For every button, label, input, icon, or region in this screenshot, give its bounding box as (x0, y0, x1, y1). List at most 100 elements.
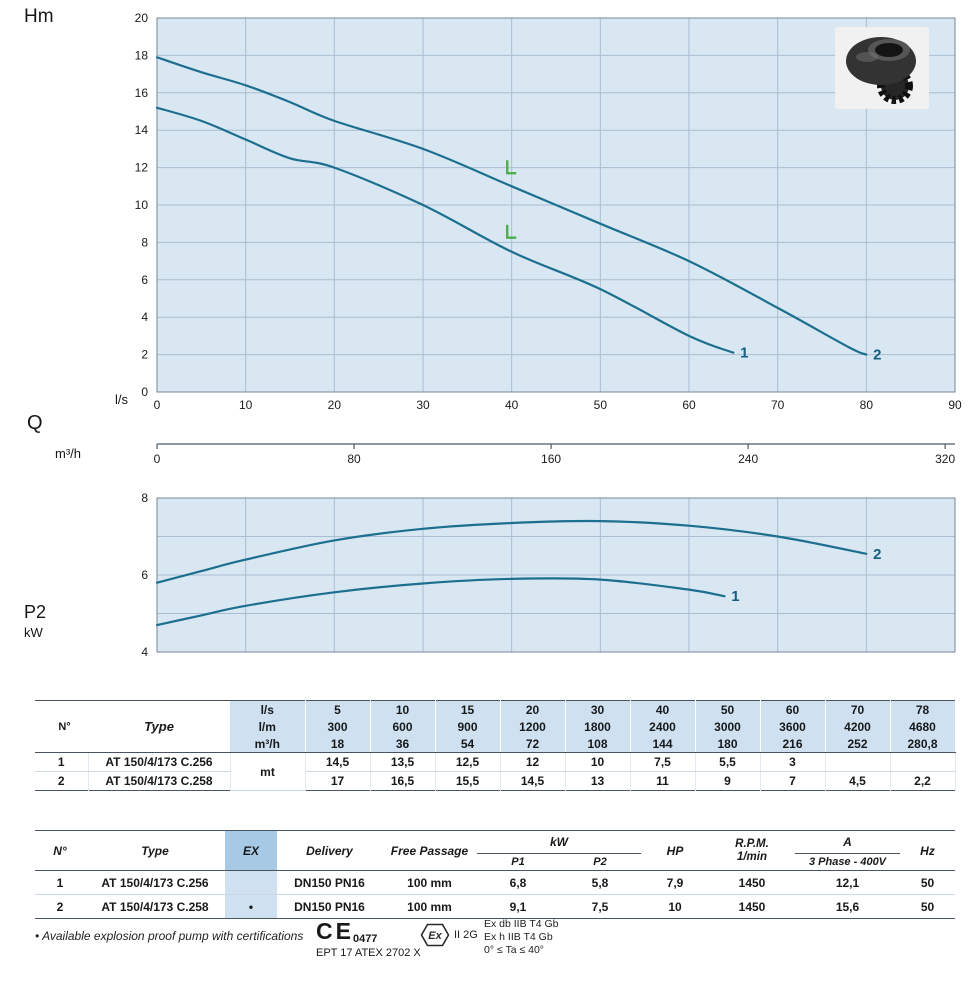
pump-inlet-opening (875, 43, 903, 57)
protection-class-lines: Ex db IIB T4 Gb Ex h IIB T4 Gb 0° ≤ Ta ≤… (484, 918, 559, 957)
ex-symbol-text: Ex (428, 930, 442, 942)
power-unit-label: kW (24, 625, 43, 640)
t2-p1-value: 9,1 (477, 894, 559, 919)
pump-curve-1 (155, 577, 726, 627)
duty-point-marker (506, 160, 517, 175)
t1-flow-value: 3600 (760, 718, 826, 735)
y-tick-label: 16 (135, 86, 149, 100)
t1-head-value: 7,5 (630, 752, 696, 772)
t1-pump-type: AT 150/4/173 C.256 (88, 752, 231, 772)
x-tick-label: 30 (416, 398, 430, 412)
t1-flow-value: 1800 (565, 718, 631, 735)
technical-table: N° Type EX Delivery Free Passage kW HP R.P.M. 1/… (35, 830, 955, 919)
t1-header-row: m³/h 18 36 54 72 108 144 180 216 252 280,8 (35, 735, 956, 753)
atex-certificate-code: EPT 17 ATEX 2702 X (316, 947, 421, 959)
cert-line: Ex h IIB T4 Gb (484, 931, 553, 943)
pump-curve-2 (155, 56, 868, 356)
t1-header-row: l/m 300 600 900 1200 1800 2400 3000 3600 4200 4680 (35, 718, 956, 735)
t2-header-row: N° Type EX Delivery Free Passage kW HP R.P.M. 1/… (35, 830, 955, 871)
pump-photo (835, 27, 929, 109)
y-tick-label: 6 (141, 568, 148, 582)
pump-highlight (856, 52, 878, 62)
y-tick-label: 2 (141, 348, 148, 362)
t1-flow-value: 15 (435, 700, 501, 718)
t1-head-value: 17 (305, 771, 371, 791)
t1-head-value: 14,5 (500, 771, 566, 791)
x-tick-label: 50 (594, 398, 608, 412)
atex-marking-block: Ex II 2G (420, 923, 478, 947)
t2-hp-header: HP (641, 830, 709, 871)
t1-head-value: 2,2 (890, 771, 956, 791)
duty-point-marker (506, 224, 517, 239)
y-tick-label: 20 (135, 11, 149, 25)
t1-flow-value: 900 (435, 718, 501, 735)
t2-delivery-header: Delivery (277, 830, 382, 871)
power-axis-label: P2 (24, 602, 47, 622)
y-tick-label: 14 (135, 123, 149, 137)
t2-data-row: 1 AT 150/4/173 C.256 DN150 PN16 100 mm 6,8 5,… (35, 870, 955, 895)
t1-type-header: Type (144, 719, 174, 734)
t1-head-value: 7 (760, 771, 826, 791)
y-tick-label: 4 (141, 645, 148, 659)
t2-p2-value: 5,8 (559, 870, 641, 895)
t2-kw-header: kW (477, 830, 641, 854)
t2-subheader-row: P1 P2 3 Phase - 400V (35, 853, 955, 871)
flow-axis-label: Q (27, 412, 43, 434)
t1-flow-value: 3000 (695, 718, 761, 735)
t1-flow-value: 5 (305, 700, 371, 718)
x-tick-label: 10 (239, 398, 253, 412)
t1-head-unit: mt (229, 752, 306, 791)
t1-flow-value: 4680 (890, 718, 956, 735)
x-tick-label: 20 (328, 398, 342, 412)
ce-notified-body-number: 0477 (352, 933, 378, 945)
x-tick-label: 40 (505, 398, 519, 412)
t1-unit-label: l/s (230, 700, 306, 718)
x2-tick-label: 80 (347, 452, 361, 466)
y-tick-label: 8 (141, 235, 148, 249)
plot-border (156, 17, 956, 393)
y-tick-label: 18 (135, 48, 149, 62)
t2-ex-header: EX (225, 830, 277, 871)
t1-head-value (890, 752, 956, 772)
t1-flow-value: 180 (695, 735, 761, 753)
performance-table: N° Type l/s 5 10 15 20 30 40 50 60 70 78 l/m 300 600 900… (35, 700, 956, 791)
y-tick-label: 8 (141, 491, 148, 505)
t1-head-value: 13,5 (370, 752, 436, 772)
t1-flow-value: 4200 (825, 718, 891, 735)
t1-head-value: 4,5 (825, 771, 891, 791)
flow-unit-m3h-label: m³/h (55, 446, 81, 461)
y-tick-label: 0 (141, 385, 148, 399)
t2-pump-type: AT 150/4/173 C.256 (85, 870, 225, 895)
t1-flow-value: 300 (305, 718, 371, 735)
t1-head-value: 3 (760, 752, 826, 772)
t1-data-row: 1 AT 150/4/173 C.256 mt 14,5 13,5 12,5 12 10 7,5… (35, 752, 956, 791)
t1-flow-value: 2400 (630, 718, 696, 735)
t2-rpm-header: R.P.M. 1/min (709, 830, 795, 871)
t1-head-value: 16,5 (370, 771, 436, 791)
t1-flow-value: 70 (825, 700, 891, 718)
x2-tick-label: 320 (935, 452, 955, 466)
t1-head-value: 14,5 (305, 752, 371, 772)
t2-free-passage-value: 100 mm (382, 870, 477, 895)
t1-flow-value: 1200 (500, 718, 566, 735)
ce-certification-block: CE0477 EPT 17 ATEX 2702 X (316, 918, 421, 959)
x2-tick-label: 160 (541, 452, 561, 466)
t1-head-value: 13 (565, 771, 631, 791)
technical-table-wrap: N° Type EX Delivery Free Passage kW HP R.P.M. 1/… (35, 830, 955, 919)
t1-flow-value: 108 (565, 735, 631, 753)
x2-tick-label: 0 (154, 452, 161, 466)
t1-flow-value: 10 (370, 700, 436, 718)
equipment-group-label: II 2G (454, 929, 478, 941)
t2-hz-header: Hz (900, 830, 955, 871)
y-tick-label: 4 (141, 310, 148, 324)
performance-table-wrap: N° Type l/s 5 10 15 20 30 40 50 60 70 78 l/m 300 600 900… (35, 700, 956, 791)
t1-flow-value: 40 (630, 700, 696, 718)
t2-p2-value: 7,5 (559, 894, 641, 919)
t2-amps-value: 12,1 (795, 870, 900, 895)
t1-head-value (825, 752, 891, 772)
t2-rpm-value: 1450 (709, 894, 795, 919)
t1-flow-value: 280,8 (890, 735, 956, 753)
plot-border (156, 497, 956, 653)
x-tick-label: 90 (948, 398, 962, 412)
